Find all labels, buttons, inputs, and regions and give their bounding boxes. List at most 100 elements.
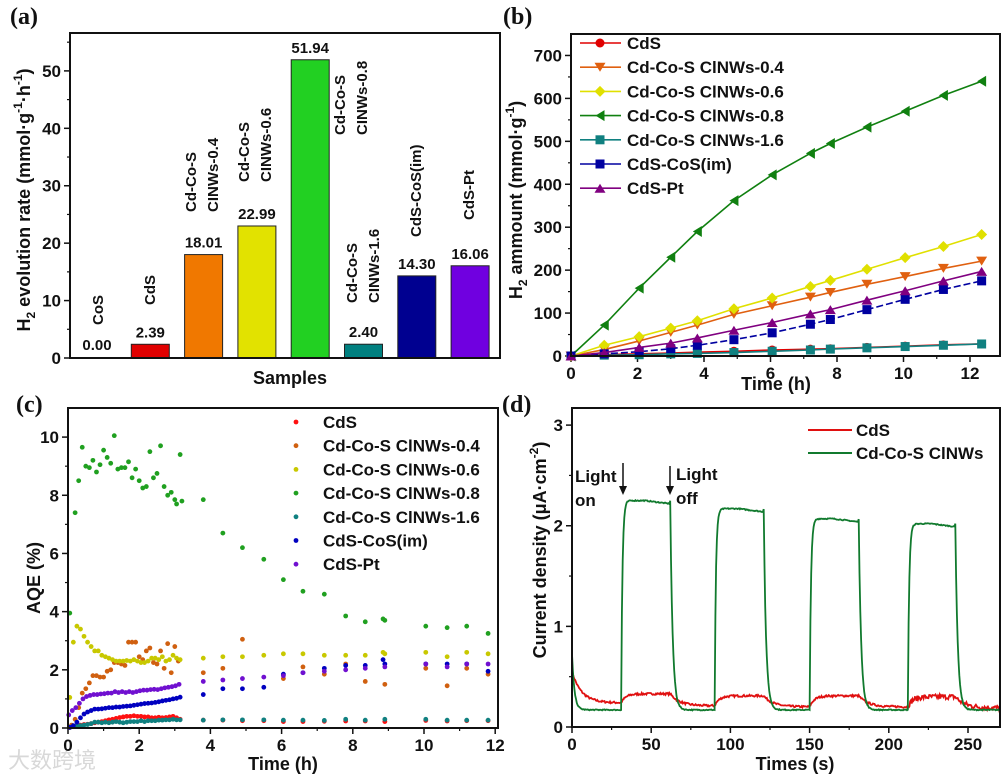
- scatter-point: [94, 692, 100, 697]
- category-label: Cd-Co-S: [344, 243, 361, 303]
- marker-triangle-left: [634, 282, 644, 294]
- scatter-point: [141, 687, 146, 693]
- scatter-point: [97, 462, 103, 468]
- category-label: CdS: [142, 275, 159, 305]
- y-tick-label: 0: [50, 719, 59, 738]
- scatter-point: [101, 674, 106, 680]
- scatter-point: [261, 652, 267, 658]
- bar: [450, 265, 490, 359]
- panel-label-a: (a): [10, 4, 38, 30]
- scatter-point: [101, 447, 106, 453]
- scatter-point: [485, 661, 491, 667]
- scatter-point: [382, 664, 388, 670]
- panel-c-scatter-chart: 0 2 4 6 8 10 0 2 4 6 8 10 12 CdS Cd-Co-S ClNWs-0.4 Cd-C…: [40, 407, 505, 755]
- y-tick-label: 4: [50, 603, 60, 622]
- scatter-point: [321, 718, 327, 723]
- plot-frame: [67, 407, 499, 729]
- scatter-point: [113, 658, 119, 664]
- scatter-point: [78, 626, 83, 632]
- x-tick-label: 2: [134, 736, 143, 755]
- scatter-point: [220, 677, 226, 683]
- scatter-point: [70, 639, 76, 645]
- scatter-point: [380, 657, 386, 663]
- scatter-point: [117, 658, 123, 664]
- scatter-point: [159, 717, 165, 723]
- scatter-point: [159, 698, 165, 704]
- bar: [290, 59, 330, 359]
- y-tick-label: 2: [554, 517, 563, 536]
- watermark-logo: 大数跨境: [8, 748, 96, 773]
- scatter-point: [138, 701, 144, 707]
- scatter-point: [79, 444, 85, 450]
- scatter-point: [135, 702, 140, 708]
- y-tick-label: 0: [52, 349, 61, 368]
- scatter-point: [70, 723, 76, 729]
- marker-triangle-up: [691, 333, 703, 343]
- scatter-point: [117, 719, 123, 725]
- x-tick-label: 0: [566, 364, 575, 383]
- x-tick-label: 0: [567, 735, 576, 754]
- scatter-point: [149, 718, 155, 724]
- panel-label-d: (d): [502, 392, 531, 418]
- x-tick-label: 12: [486, 736, 505, 755]
- category-label: CINWs-0.6: [258, 108, 275, 182]
- category-label: CdS-Pt: [461, 170, 478, 220]
- category-label: Cd-Co-S: [332, 75, 349, 135]
- bar-value-label: 0.00: [82, 337, 111, 354]
- scatter-point: [143, 484, 149, 489]
- scatter-point: [145, 658, 151, 664]
- scatter-point: [161, 484, 167, 489]
- scatter-point: [138, 713, 144, 719]
- marker-square: [805, 319, 815, 329]
- x-tick-label: 4: [206, 736, 216, 755]
- marker-diamond: [899, 252, 911, 264]
- scatter-point: [220, 530, 226, 536]
- scatter-point: [321, 652, 327, 658]
- category-label: Cd-Co-S: [183, 152, 200, 212]
- legend-label: CdS-CoS(im): [627, 155, 732, 174]
- scatter-point: [261, 717, 267, 723]
- marker-triangle-down: [766, 301, 778, 311]
- marker-square: [595, 159, 605, 169]
- scatter-point: [165, 684, 171, 690]
- legend-label: Cd-Co-S ClNWs-1.6: [627, 131, 784, 150]
- marker-square: [767, 346, 777, 356]
- scatter-point: [105, 690, 111, 696]
- y-tick-label: 6: [50, 544, 59, 563]
- scatter-point: [300, 651, 306, 657]
- scatter-point: [240, 654, 245, 660]
- scatter-point: [382, 617, 388, 623]
- scatter-point: [158, 443, 163, 449]
- legend-marker: [293, 467, 299, 472]
- scatter-point: [88, 644, 94, 649]
- marker-diamond: [594, 85, 606, 97]
- bar-value-label: 16.06: [451, 246, 489, 263]
- scatter-point: [444, 625, 450, 631]
- scatter-point: [423, 665, 429, 671]
- bar: [397, 275, 437, 359]
- plot-frame: [570, 33, 1001, 357]
- scatter-point: [300, 588, 306, 594]
- marker-triangle-down: [728, 309, 740, 319]
- y-tick-label: 10: [40, 428, 59, 447]
- marker-triangle-left: [692, 225, 702, 237]
- scatter-point: [120, 704, 126, 709]
- scatter-point: [343, 613, 349, 619]
- scatter-point: [102, 705, 108, 711]
- scatter-point: [154, 471, 160, 476]
- scatter-point: [280, 651, 286, 657]
- scatter-point: [120, 658, 126, 664]
- series-line: [570, 280, 982, 357]
- scatter-point: [261, 684, 267, 690]
- marker-triangle-up: [598, 348, 610, 358]
- scatter-point: [159, 654, 165, 660]
- scatter-point: [156, 717, 162, 723]
- marker-diamond: [824, 274, 836, 286]
- scatter-point: [145, 718, 151, 724]
- plot-frame: [571, 407, 1001, 728]
- scatter-point: [165, 492, 171, 498]
- series-line: [571, 498, 1001, 712]
- scatter-point: [240, 717, 245, 723]
- scatter-point: [78, 715, 83, 721]
- scatter-point: [220, 686, 226, 692]
